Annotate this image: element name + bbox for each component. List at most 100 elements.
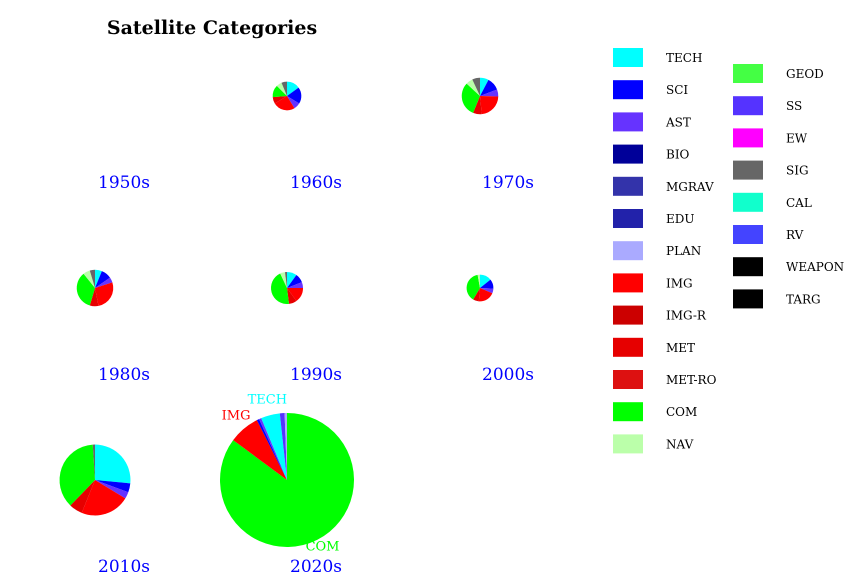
legend-swatch bbox=[733, 128, 763, 148]
legend-label: NAV bbox=[666, 437, 694, 451]
pie-slice-ast bbox=[95, 480, 129, 499]
pie-slice-sig bbox=[89, 269, 95, 288]
decade-label: 2020s bbox=[290, 557, 342, 576]
pie-slice-com bbox=[219, 413, 354, 547]
pie-slice-tech bbox=[480, 77, 489, 96]
legend-label: SIG bbox=[786, 164, 809, 178]
pie-slice-ast bbox=[480, 89, 499, 97]
pie-slice-ast bbox=[287, 96, 300, 109]
pie-slice-nav bbox=[477, 274, 480, 288]
pie-slice-sci bbox=[95, 480, 131, 493]
legend-swatch bbox=[613, 209, 643, 228]
pie-slice-img bbox=[478, 288, 493, 302]
legend-label: BIO bbox=[666, 148, 690, 162]
chart-title: Satellite Categories bbox=[107, 17, 317, 39]
legend-item-geod: GEOD bbox=[733, 64, 824, 83]
legend-label: AST bbox=[665, 115, 691, 129]
legend-label: EDU bbox=[666, 212, 695, 226]
legend-item-ast: AST bbox=[613, 112, 691, 132]
pie-1980s: 1980s bbox=[76, 269, 150, 385]
legend-label: PLAN bbox=[666, 244, 701, 258]
legend-item-img-r: IMG-R bbox=[613, 305, 707, 325]
pie-slice-met bbox=[70, 480, 95, 513]
pie-slice-nav bbox=[466, 79, 480, 96]
decade-label: 2010s bbox=[98, 557, 150, 576]
legend-label: IMG bbox=[666, 276, 693, 290]
legend-swatch bbox=[733, 225, 763, 244]
pie-slice-com bbox=[466, 274, 480, 300]
pie-1970s: 1970s bbox=[461, 77, 534, 193]
slice-label-com: COM bbox=[306, 540, 340, 555]
legend-swatch bbox=[733, 96, 763, 116]
pie-slice-sci bbox=[480, 279, 494, 289]
pie-slice-img bbox=[81, 480, 126, 516]
pie-slice-img bbox=[233, 420, 287, 480]
legend-swatch bbox=[613, 144, 643, 164]
pie-slice-ast bbox=[259, 418, 287, 480]
legend-label: MGRAV bbox=[666, 180, 714, 194]
pie-slice-met bbox=[473, 96, 482, 115]
pie-slice-img bbox=[274, 96, 295, 111]
pie-slice-sci bbox=[95, 271, 111, 288]
legend-item-ss: SS bbox=[733, 96, 802, 116]
chart-legend: TECH SCI AST BIO MGRAV EDU PLAN IMG IMG-R MET MET-… bbox=[613, 48, 844, 454]
decade-label: 2000s bbox=[482, 365, 534, 385]
legend-label: RV bbox=[786, 228, 804, 242]
pie-slice-tech bbox=[287, 81, 299, 96]
legend-swatch bbox=[613, 80, 643, 100]
pie-slice-sig bbox=[472, 77, 480, 96]
pie-slice-ast bbox=[287, 282, 304, 288]
pie-slice-tech bbox=[480, 274, 491, 288]
decade-label: 1990s bbox=[290, 365, 342, 385]
pie-1960s: 1960s bbox=[272, 81, 342, 193]
legend-label: TARG bbox=[786, 292, 821, 306]
legend-swatch bbox=[613, 370, 643, 389]
legend-item-com: COM bbox=[613, 402, 697, 422]
pie-slice-com bbox=[59, 444, 95, 506]
legend-label: CAL bbox=[786, 196, 812, 210]
pie-slice-sci bbox=[480, 79, 498, 96]
legend-label: MET-RO bbox=[666, 373, 717, 387]
legend-item-cal: CAL bbox=[733, 192, 812, 212]
legend-swatch bbox=[613, 337, 643, 357]
legend-label: SS bbox=[786, 99, 802, 113]
pie-slice-sig bbox=[92, 444, 95, 480]
legend-swatch bbox=[613, 176, 643, 196]
pie-slice-img bbox=[287, 288, 304, 301]
pie-slice-tech bbox=[261, 413, 287, 480]
pie-1990s: 1990s bbox=[270, 271, 342, 385]
legend-label: GEOD bbox=[786, 67, 824, 81]
decade-label: 1960s bbox=[290, 173, 342, 193]
pie-slice-ast bbox=[480, 288, 494, 294]
decade-label: 1950s bbox=[98, 173, 150, 193]
legend-swatch bbox=[613, 241, 643, 261]
pie-1950s: 1950s bbox=[98, 173, 150, 193]
legend-item-sig: SIG bbox=[733, 160, 809, 180]
slice-label-tech: TECH bbox=[248, 392, 287, 407]
legend-item-targ: TARG bbox=[733, 289, 821, 309]
legend-label: EW bbox=[786, 131, 808, 145]
legend-label: MET bbox=[666, 341, 695, 355]
legend-swatch bbox=[733, 289, 763, 309]
pie-slice-sci bbox=[256, 419, 287, 480]
legend-item-mgrav: MGRAV bbox=[613, 176, 714, 196]
pie-slice-img bbox=[95, 282, 114, 306]
pie-slice-com bbox=[76, 273, 95, 306]
pie-2010s: 2010s bbox=[59, 444, 150, 576]
slice-label-img: IMG bbox=[222, 409, 251, 424]
legend-swatch bbox=[613, 112, 643, 132]
legend-label: COM bbox=[666, 405, 697, 419]
legend-label: TECH bbox=[666, 51, 702, 65]
pie-slice-met bbox=[272, 96, 287, 104]
legend-item-edu: EDU bbox=[613, 209, 695, 228]
pie-slice-com bbox=[270, 273, 290, 305]
legend-item-rv: RV bbox=[733, 225, 804, 244]
pie-slice-tech bbox=[95, 269, 102, 288]
pie-slice-plan bbox=[284, 413, 287, 480]
pie-slice-met bbox=[287, 288, 297, 304]
pie-slice-com bbox=[461, 83, 480, 113]
legend-item-ew: EW bbox=[733, 128, 808, 148]
pie-slice-ast bbox=[95, 277, 113, 288]
pie-2020s: IMG TECH COM 2020s bbox=[219, 392, 354, 576]
